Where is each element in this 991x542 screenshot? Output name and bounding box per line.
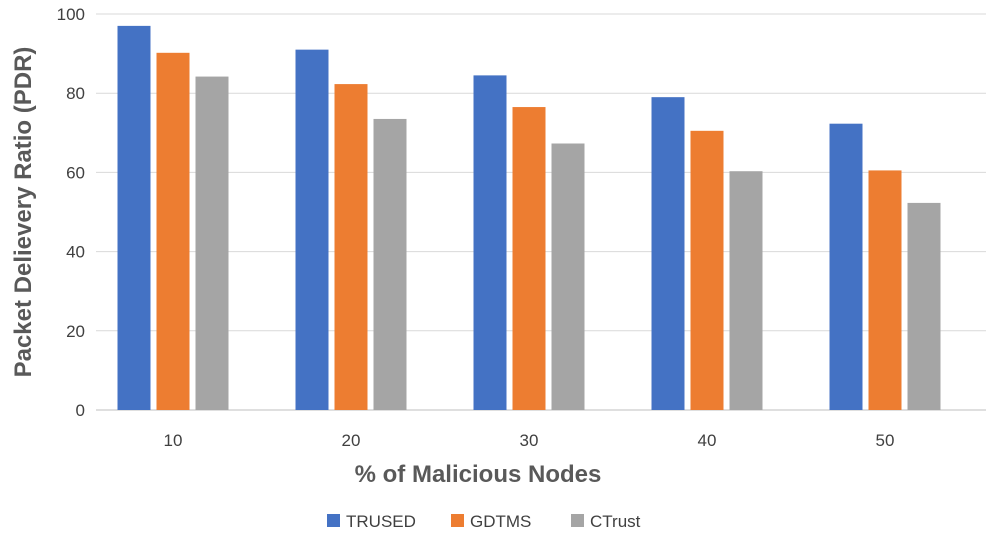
legend-label: CTrust bbox=[590, 512, 641, 531]
bar-gdtms-50 bbox=[868, 170, 902, 410]
bar-trused-20 bbox=[295, 49, 329, 410]
bar-trused-50 bbox=[829, 123, 863, 410]
bar-ctrust-50 bbox=[907, 202, 941, 410]
x-tick-label: 20 bbox=[342, 431, 361, 450]
bar-gdtms-40 bbox=[690, 130, 724, 410]
y-tick-label: 40 bbox=[66, 243, 85, 262]
y-tick-label: 20 bbox=[66, 322, 85, 341]
legend-label: TRUSED bbox=[346, 512, 416, 531]
legend-item-gdtms: GDTMS bbox=[451, 512, 531, 531]
y-tick-label: 80 bbox=[66, 84, 85, 103]
bar-ctrust-20 bbox=[373, 118, 407, 410]
legend-swatch bbox=[451, 514, 464, 527]
bar-trused-40 bbox=[651, 97, 685, 410]
x-tick-label: 30 bbox=[520, 431, 539, 450]
bar-ctrust-40 bbox=[729, 171, 763, 410]
x-axis-ticks: 10 20 30 40 50 bbox=[164, 431, 895, 450]
legend-swatch bbox=[327, 514, 340, 527]
x-axis-title: % of Malicious Nodes bbox=[355, 461, 602, 488]
x-tick-label: 40 bbox=[698, 431, 717, 450]
bar-gdtms-10 bbox=[156, 52, 190, 411]
bar-trused-30 bbox=[473, 75, 507, 410]
y-tick-label: 0 bbox=[76, 401, 85, 420]
legend-item-trused: TRUSED bbox=[327, 512, 416, 531]
y-tick-label: 100 bbox=[57, 5, 85, 24]
bar-ctrust-30 bbox=[551, 143, 585, 410]
x-tick-label: 10 bbox=[164, 431, 183, 450]
bar-ctrust-10 bbox=[195, 76, 229, 411]
x-tick-label: 50 bbox=[876, 431, 895, 450]
y-tick-label: 60 bbox=[66, 163, 85, 182]
legend-item-ctrust: CTrust bbox=[571, 512, 641, 531]
legend: TRUSED GDTMS CTrust bbox=[327, 512, 641, 531]
bars bbox=[117, 25, 941, 411]
bar-gdtms-20 bbox=[334, 84, 368, 410]
y-axis-ticks: 0 20 40 60 80 100 bbox=[57, 5, 85, 420]
legend-swatch bbox=[571, 514, 584, 527]
bar-trused-10 bbox=[117, 25, 151, 410]
y-axis-title: Packet Delievery Ratio (PDR) bbox=[10, 47, 37, 378]
bar-gdtms-30 bbox=[512, 107, 546, 410]
legend-label: GDTMS bbox=[470, 512, 531, 531]
